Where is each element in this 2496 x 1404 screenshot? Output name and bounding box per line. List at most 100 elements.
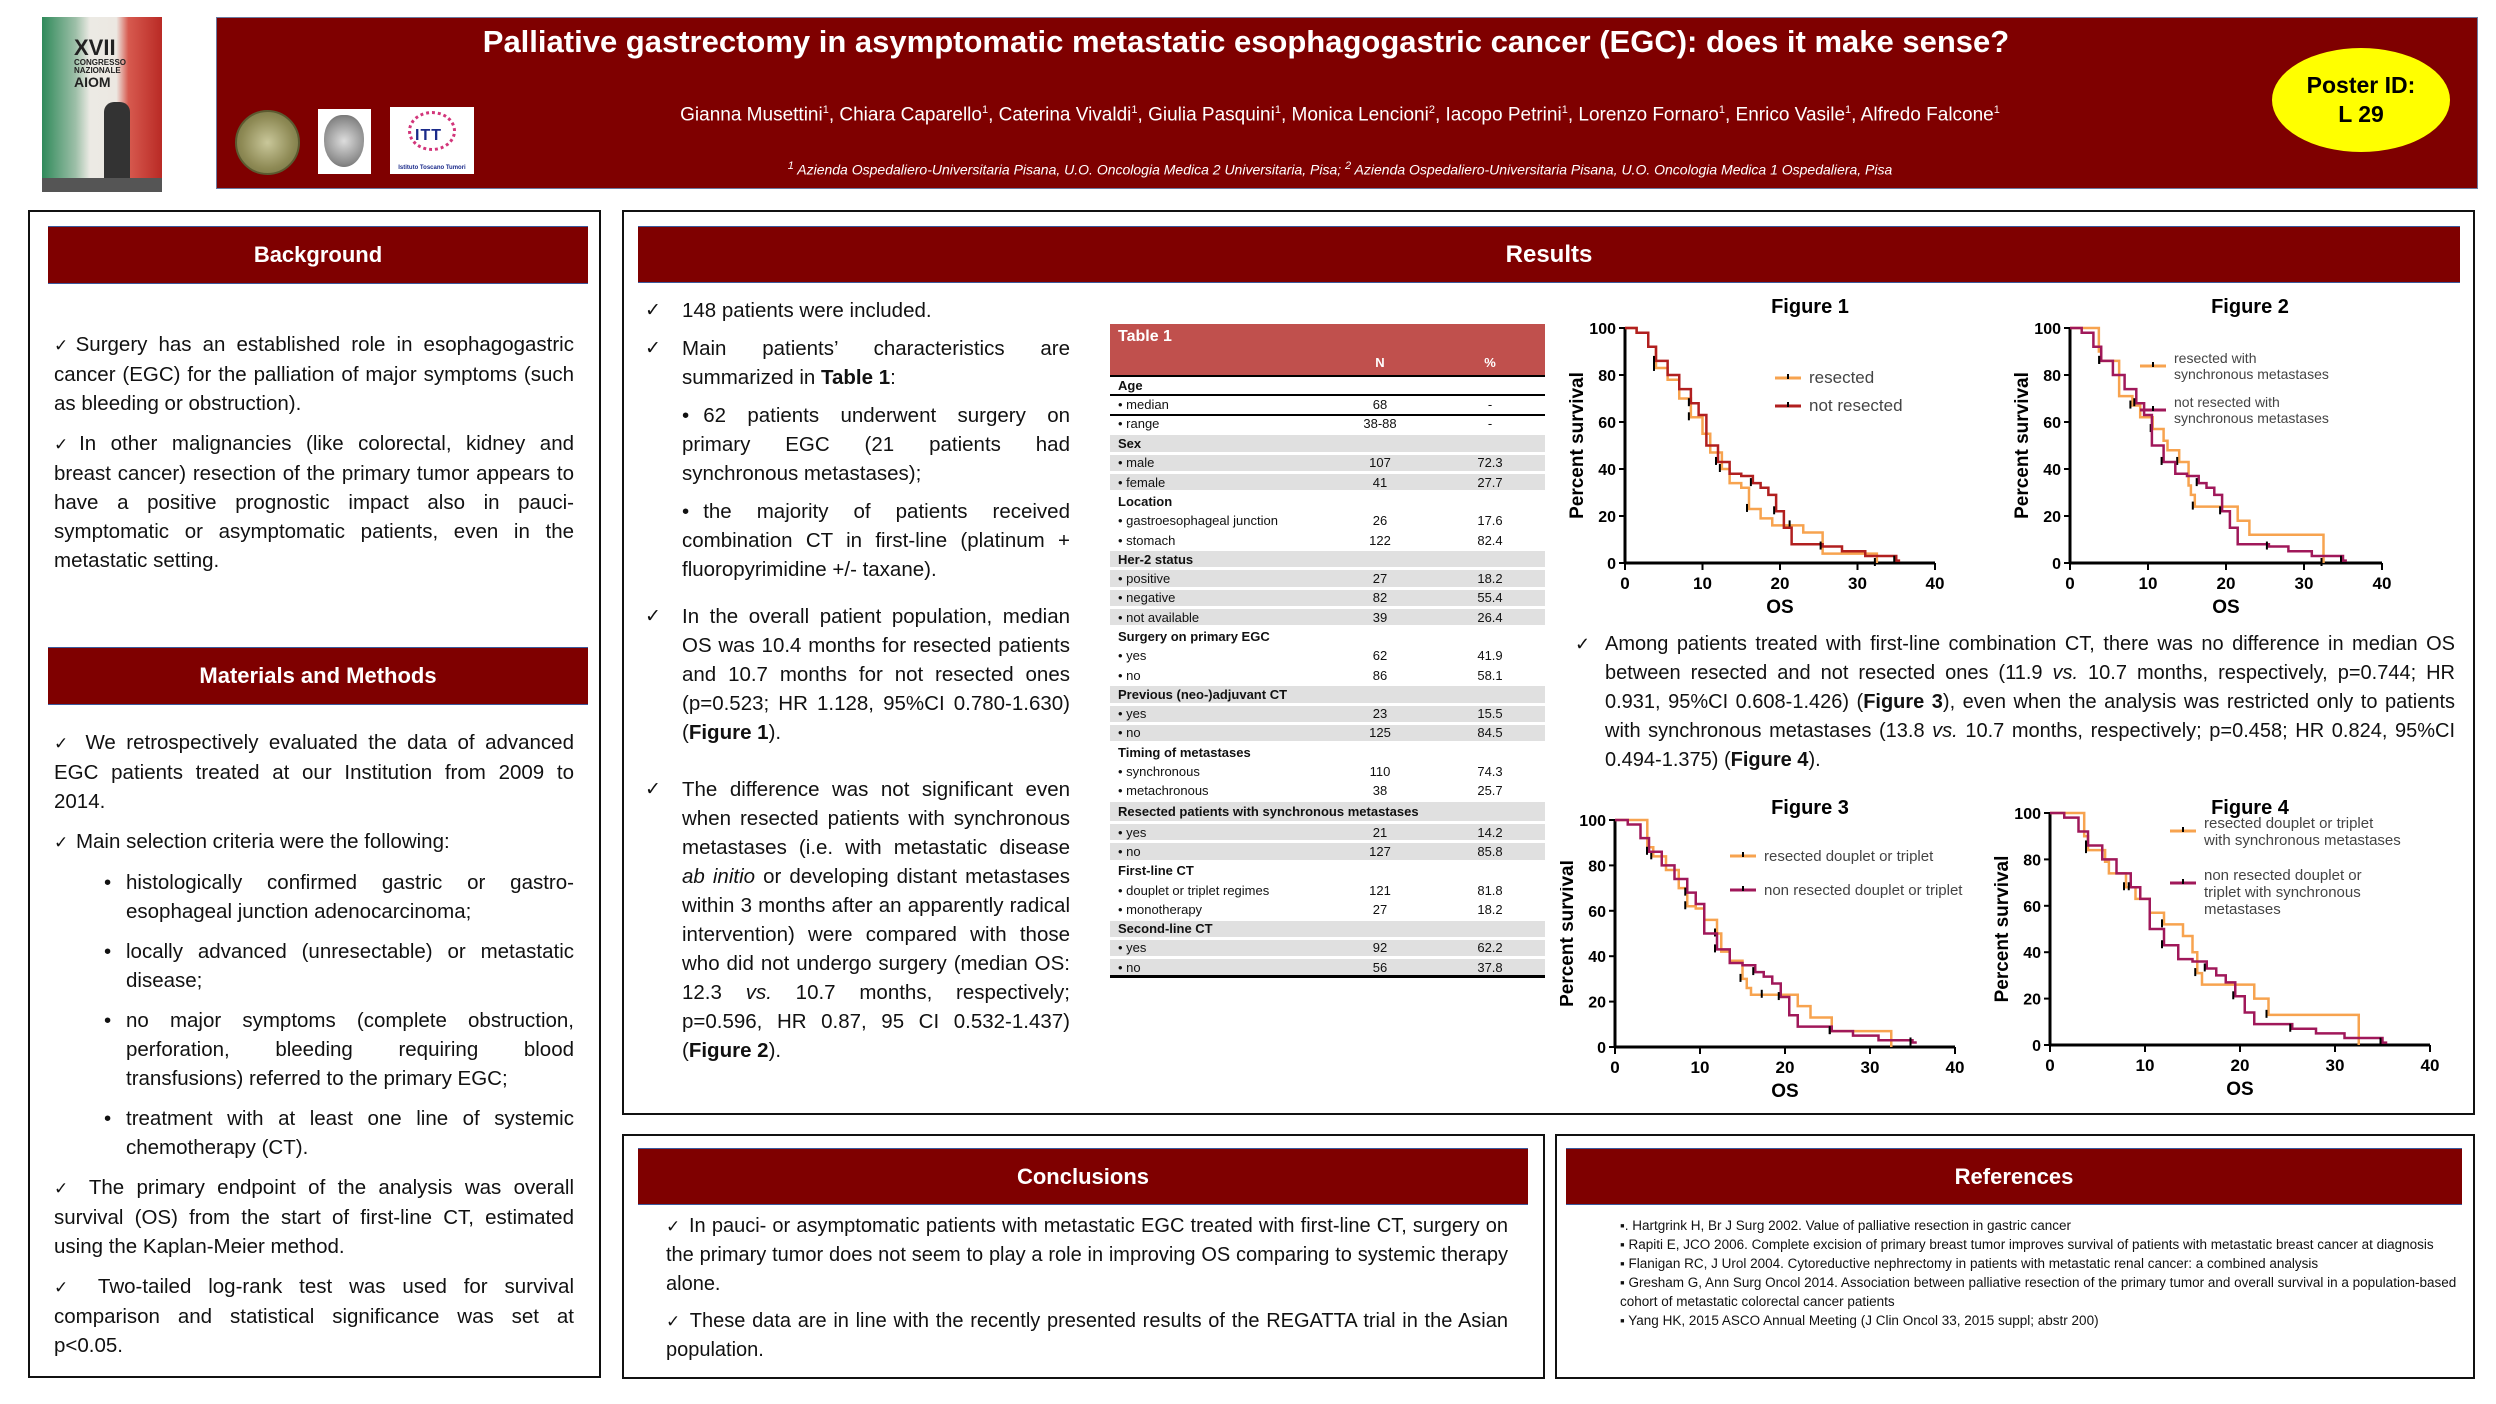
y-tick-label: 20 xyxy=(1598,509,1616,526)
y-tick-label: 20 xyxy=(2023,992,2041,1009)
check-icon: ✓ xyxy=(645,606,661,627)
itt-name: Istituto Toscano Tumori xyxy=(398,165,466,171)
figure-ref: Figure 1 xyxy=(688,721,769,744)
author-affiliation-mark: 2 xyxy=(1428,104,1435,116)
y-tick-label: 80 xyxy=(1588,858,1606,875)
legend-label: non resected douplet or xyxy=(2204,867,2362,884)
note-text: ). xyxy=(1808,749,1821,771)
author-affiliation-mark: 1 xyxy=(1718,104,1725,116)
table-group-header: Timing of metastases xyxy=(1110,741,1545,762)
km-curve-resected xyxy=(1615,818,1893,1047)
methods-heading: Materials and Methods xyxy=(48,647,588,705)
reference-item: ▪. Hartgrink H, Br J Surg 2002. Value of… xyxy=(1620,1218,2071,1233)
cell-label: • median xyxy=(1110,394,1325,415)
congress-line: NAZIONALE xyxy=(74,66,121,75)
cell-n: 125 xyxy=(1325,721,1435,743)
table-group: Age • median 68- • range 38-88- xyxy=(1110,374,1545,434)
affiliation-number: 1 xyxy=(787,160,794,172)
cell-pct: 85.8 xyxy=(1435,840,1545,862)
note-italic: vs. xyxy=(1932,720,1958,742)
result-text: ). xyxy=(768,721,782,744)
affiliation-text: Azienda Ospedaliero-Universitaria Pisana… xyxy=(1351,161,1893,178)
note-text: Among patients treated with first-line c… xyxy=(1605,633,2455,684)
legend-label: non resected douplet or triplet xyxy=(1764,882,1963,899)
left-panel xyxy=(28,210,601,1378)
author-name: Enrico Vasile xyxy=(1735,104,1846,126)
legend-label: metastases xyxy=(2204,901,2281,918)
reference-item: ▪ Yang HK, 2015 ASCO Annual Meeting (J C… xyxy=(1620,1313,2099,1328)
table-row: • yes 21 14.2 xyxy=(1110,821,1545,842)
x-axis-label: OS xyxy=(1766,597,1793,618)
cell-n: 39 xyxy=(1325,606,1435,627)
cell-n: 26 xyxy=(1325,509,1435,531)
table-row: • yes 23 15.5 xyxy=(1110,702,1545,724)
figure-ref: Figure 2 xyxy=(688,1039,769,1062)
table-row: • stomach 122 82.4 xyxy=(1110,528,1545,550)
cell-pct: 84.5 xyxy=(1435,721,1545,743)
y-tick-label: 40 xyxy=(1588,949,1606,966)
conclusion-text: In pauci- or asymptomatic patients with … xyxy=(666,1215,1509,1295)
author-list: Gianna Musettini1, Chiara Caparello1, Ca… xyxy=(680,104,2000,126)
cell-label: • male xyxy=(1110,451,1325,473)
table-row: • no 127 85.8 xyxy=(1110,840,1545,862)
reference-item: ▪ Gresham G, Ann Surg Oncol 2014. Associ… xyxy=(1620,1275,2457,1309)
table-group-header: First-line CT xyxy=(1110,859,1545,881)
y-tick-label: 100 xyxy=(2034,321,2061,338)
table-title: Table 1 xyxy=(1110,324,1545,350)
cell-n: 82 xyxy=(1325,586,1435,608)
x-tick-label: 20 xyxy=(2231,1056,2250,1075)
y-axis-label: Percent survival xyxy=(1567,372,1588,519)
table-row: • douplet or triplet regimes 121 81.8 xyxy=(1110,878,1545,900)
legend-label: with synchronous metastases xyxy=(2203,832,2401,849)
criteria-item: histologically confirmed gastric or gast… xyxy=(104,868,574,926)
table-row: • range 38-88- xyxy=(1110,413,1545,434)
x-tick-label: 10 xyxy=(2136,1056,2155,1075)
methods-intro: ✓ We retrospectively evaluated the data … xyxy=(54,728,574,816)
result-italic: vs. xyxy=(745,981,772,1004)
table-row: • no 86 58.1 xyxy=(1110,663,1545,685)
cell-n: 110 xyxy=(1325,760,1435,782)
table-group-header: Age xyxy=(1110,374,1545,396)
table-row: • female 41 27.7 xyxy=(1110,470,1545,492)
cell-n: 23 xyxy=(1325,702,1435,724)
table-group: Her-2 status • positive 27 18.2 • negative 82… xyxy=(1110,548,1545,627)
reference-list: ▪. Hartgrink H, Br J Surg 2002. Value of… xyxy=(1620,1216,2470,1330)
check-icon: ✓ xyxy=(54,833,69,852)
cell-n: 27 xyxy=(1325,567,1435,589)
table-group: Second-line CT • yes 92 62.2 • no 56 37.8 xyxy=(1110,917,1545,979)
background-body: ✓Surgery has an established role in esop… xyxy=(54,330,574,586)
cell-pct: 41.9 xyxy=(1435,644,1545,666)
cell-label: • no xyxy=(1110,663,1325,685)
y-tick-label: 100 xyxy=(1579,815,1606,830)
table-row: • monotherapy 27 18.2 xyxy=(1110,898,1545,920)
cell-n: 62 xyxy=(1325,644,1435,666)
check-icon: ✓ xyxy=(666,1217,681,1236)
cell-pct: 18.2 xyxy=(1435,898,1545,920)
author-affiliation-mark: 1 xyxy=(981,104,989,116)
table-row: • no 56 37.8 xyxy=(1110,956,1545,979)
table-group: Surgery on primary EGC • yes 62 41.9 • no 86 5… xyxy=(1110,625,1545,685)
results-text-column: ✓ 148 patients were included. ✓ Main patie… xyxy=(640,296,1070,1074)
km-curve-not-resected xyxy=(1615,818,1917,1044)
table-group-header: Previous (neo-)adjuvant CT xyxy=(1110,683,1545,705)
conclusion-item: ✓ In pauci- or asymptomatic patients wit… xyxy=(666,1212,1508,1299)
y-tick-label: 0 xyxy=(1597,1040,1606,1057)
methods-endpoint: ✓ The primary endpoint of the analysis w… xyxy=(54,1173,574,1261)
x-axis-label: OS xyxy=(2226,1079,2253,1100)
note-text: 10.7 months, respectively; p=0.458; HR 0… xyxy=(1605,720,2455,771)
x-tick-label: 0 xyxy=(2045,1056,2054,1075)
criteria-lead-text: Main selection criteria were the followi… xyxy=(75,830,450,853)
km-curve-resected xyxy=(1625,326,1879,563)
author-affiliation-mark: 1 xyxy=(1561,104,1568,116)
table-row: • metachronous 38 25.7 xyxy=(1110,779,1545,801)
table-group-header: Surgery on primary EGC xyxy=(1110,625,1545,647)
cell-pct: 37.8 xyxy=(1435,956,1545,979)
legend-label: triplet with synchronous xyxy=(2204,884,2361,901)
table-group: First-line CT • douplet or triplet regime… xyxy=(1110,859,1545,920)
methods-criteria-lead: ✓ Main selection criteria were the follo… xyxy=(54,827,574,857)
result-text: 148 patients were included. xyxy=(682,299,932,322)
table-header-row: N% xyxy=(1110,350,1545,376)
cell-label: • female xyxy=(1110,470,1325,492)
result-subitem: • 62 patients underwent surgery on primar… xyxy=(640,401,1070,488)
x-tick-label: 30 xyxy=(2326,1056,2345,1075)
